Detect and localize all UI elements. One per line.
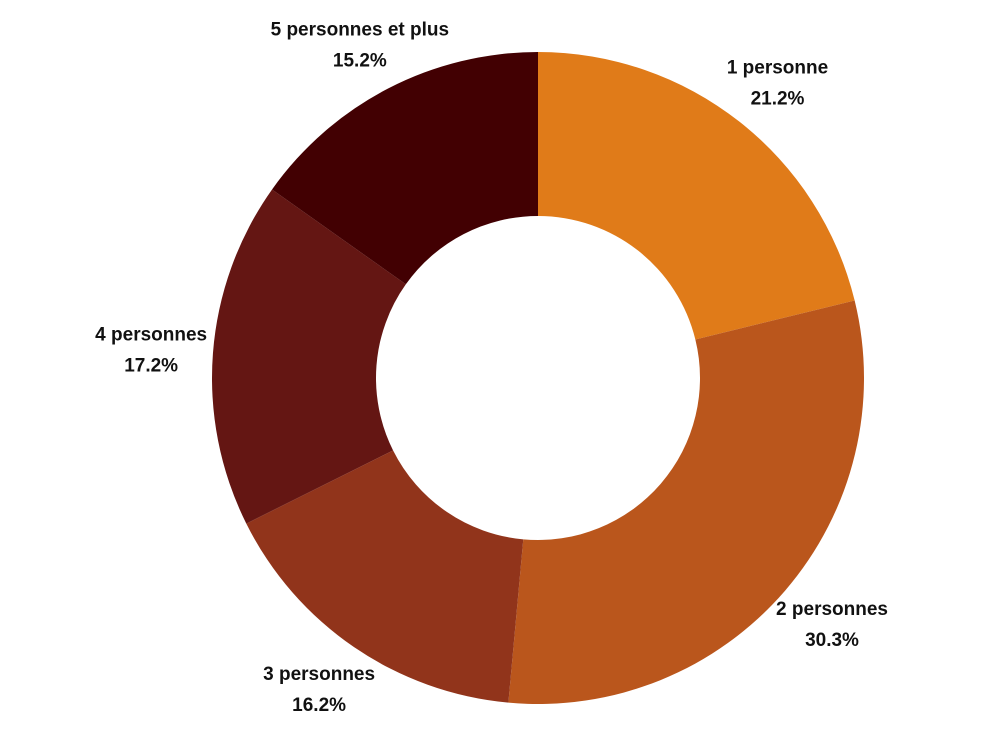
slice-label-5: 5 personnes et plus 15.2%	[271, 19, 449, 71]
slice-category-label: 2 personnes	[776, 599, 888, 620]
slice-category-label: 4 personnes	[95, 325, 207, 346]
slice-category-label: 3 personnes	[263, 664, 375, 685]
slice-value-label: 21.2%	[751, 89, 805, 110]
slice-value-label: 16.2%	[292, 695, 346, 716]
slice-2	[508, 300, 864, 705]
slice-category-label: 5 personnes et plus	[271, 19, 449, 40]
slice-value-label: 15.2%	[333, 50, 387, 71]
slice-5	[272, 52, 538, 285]
slice-label-2: 2 personnes 30.3%	[776, 599, 888, 651]
slice-label-1: 1 personne 21.2%	[727, 58, 828, 110]
slice-value-label: 30.3%	[805, 630, 859, 651]
labels-layer: 1 personne 21.2% 2 personnes 30.3% 3 personn…	[95, 19, 888, 715]
slice-3	[246, 450, 524, 703]
slice-1	[538, 52, 855, 340]
slice-category-label: 1 personne	[727, 58, 828, 79]
slices-layer	[211, 52, 864, 705]
slice-value-label: 17.2%	[124, 356, 178, 377]
slice-4	[211, 189, 406, 524]
slice-label-3: 3 personnes 16.2%	[263, 664, 375, 716]
slice-label-4: 4 personnes 17.2%	[95, 325, 207, 377]
